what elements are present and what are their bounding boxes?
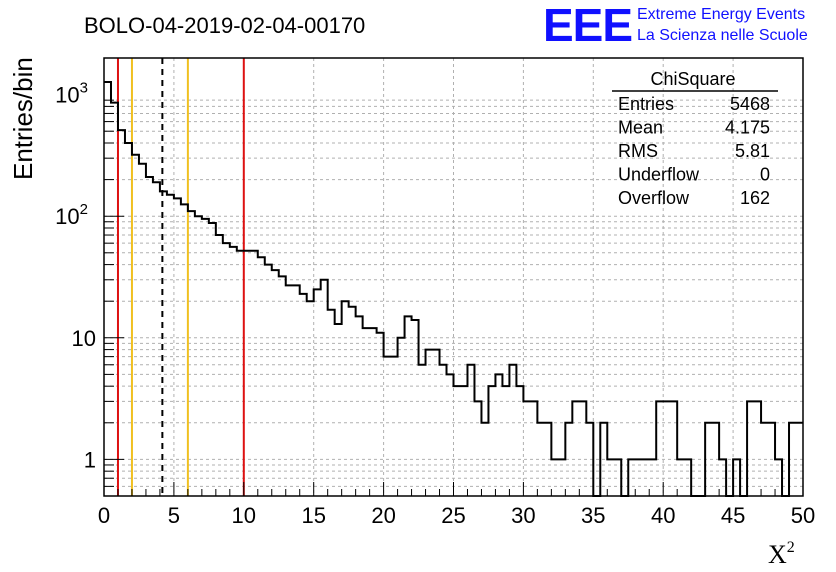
axis-ticks [103, 99, 804, 497]
reference-lines [116, 58, 245, 496]
logo-line-2: La Scienza nelle Scuole [637, 27, 808, 44]
y-tick-label: 103 [55, 80, 88, 108]
x-tick-label: 35 [581, 503, 605, 528]
tick-labels: 0 5 10 15 20 25 30 35 40 45 50 1 10 102 103 [55, 80, 815, 528]
stats-row-value: 162 [740, 188, 770, 208]
stats-row-label: Underflow [618, 165, 700, 185]
stats-row-value: 5468 [730, 94, 770, 114]
grid-lines [104, 58, 803, 496]
x-tick-label: 30 [511, 503, 535, 528]
logo-line-1: Extreme Energy Events [637, 6, 805, 23]
stats-box: ChiSquare Entries 5468 Mean 4.175 RMS 5.81 Und… [612, 69, 778, 208]
stats-box-title: ChiSquare [650, 69, 735, 89]
stats-row-label: Mean [618, 118, 663, 138]
stats-row-label: Entries [618, 94, 674, 114]
stats-row-value: 4.175 [725, 118, 770, 138]
x-tick-label: 40 [651, 503, 675, 528]
stats-row-value: 5.81 [735, 141, 770, 161]
stats-row-label: RMS [618, 141, 658, 161]
stats-row-value: 0 [760, 165, 770, 185]
x-tick-label: 15 [301, 503, 325, 528]
y-axis-label: Entries/bin [8, 57, 38, 180]
x-tick-label: 0 [98, 503, 110, 528]
chart-title: BOLO-04-2019-02-04-00170 [84, 13, 365, 38]
y-tick-label: 102 [55, 201, 88, 229]
x-tick-label: 5 [168, 503, 180, 528]
x-axis-label: X2 [768, 539, 795, 569]
histogram-series-line [104, 80, 803, 497]
x-tick-label: 25 [441, 503, 465, 528]
stats-row-label: Overflow [618, 188, 690, 208]
x-tick-label: 45 [721, 503, 745, 528]
eee-logo-mark: EEE [543, 0, 632, 51]
x-tick-label: 50 [791, 503, 815, 528]
x-tick-label: 20 [371, 503, 395, 528]
y-tick-label: 1 [84, 447, 96, 472]
y-tick-label: 10 [72, 326, 96, 351]
x-tick-label: 10 [232, 503, 256, 528]
